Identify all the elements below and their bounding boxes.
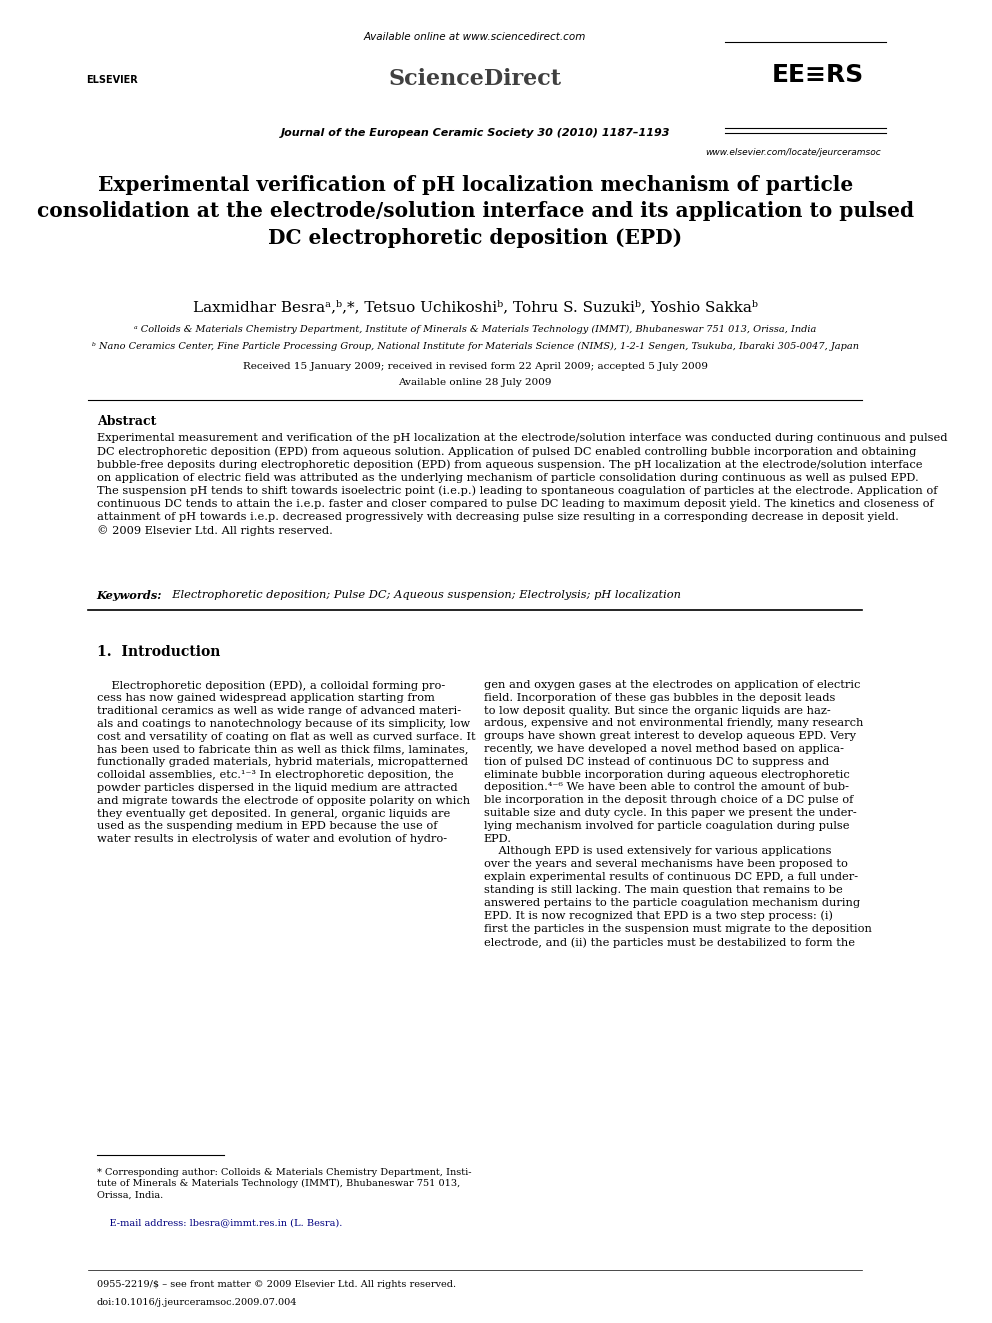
Text: www.elsevier.com/locate/jeurceramsoc: www.elsevier.com/locate/jeurceramsoc [705, 148, 881, 157]
Text: Experimental verification of pH localization mechanism of particle
consolidation: Experimental verification of pH localiza… [37, 175, 914, 247]
Text: ScienceDirect: ScienceDirect [389, 67, 561, 90]
Text: Experimental measurement and verification of the pH localization at the electrod: Experimental measurement and verificatio… [96, 433, 947, 536]
Text: Electrophoretic deposition; Pulse DC; Aqueous suspension; Electrolysis; pH local: Electrophoretic deposition; Pulse DC; Aq… [165, 590, 681, 601]
Text: * Corresponding author: Colloids & Materials Chemistry Department, Insti-
tute o: * Corresponding author: Colloids & Mater… [96, 1168, 471, 1200]
Text: gen and oxygen gases at the electrodes on application of electric
field. Incorpo: gen and oxygen gases at the electrodes o… [484, 680, 872, 947]
Text: ᵇ Nano Ceramics Center, Fine Particle Processing Group, National Institute for M: ᵇ Nano Ceramics Center, Fine Particle Pr… [91, 343, 859, 351]
Text: 1.  Introduction: 1. Introduction [96, 646, 220, 659]
Text: ᵃ Colloids & Materials Chemistry Department, Institute of Minerals & Materials T: ᵃ Colloids & Materials Chemistry Departm… [134, 325, 816, 335]
Text: 0955-2219/$ – see front matter © 2009 Elsevier Ltd. All rights reserved.: 0955-2219/$ – see front matter © 2009 El… [96, 1279, 455, 1289]
Text: Available online 28 July 2009: Available online 28 July 2009 [399, 378, 552, 388]
Text: Received 15 January 2009; received in revised form 22 April 2009; accepted 5 Jul: Received 15 January 2009; received in re… [243, 363, 707, 370]
Text: Keywords:: Keywords: [96, 590, 162, 601]
Text: Electrophoretic deposition (EPD), a colloidal forming pro-
cess has now gained w: Electrophoretic deposition (EPD), a coll… [96, 680, 475, 844]
Text: doi:10.1016/j.jeurceramsoc.2009.07.004: doi:10.1016/j.jeurceramsoc.2009.07.004 [96, 1298, 298, 1307]
Text: ELSEVIER: ELSEVIER [86, 75, 138, 85]
Text: EE≡RS: EE≡RS [772, 64, 864, 87]
Text: Laxmidhar Besraᵃ,ᵇ,*, Tetsuo Uchikoshiᵇ, Tohru S. Suzukiᵇ, Yoshio Sakkaᵇ: Laxmidhar Besraᵃ,ᵇ,*, Tetsuo Uchikoshiᵇ,… [192, 300, 758, 314]
Text: Available online at www.sciencedirect.com: Available online at www.sciencedirect.co… [364, 32, 586, 42]
Text: E-mail address: lbesra@immt.res.in (L. Besra).: E-mail address: lbesra@immt.res.in (L. B… [96, 1218, 342, 1226]
Text: Abstract: Abstract [96, 415, 156, 429]
Text: Journal of the European Ceramic Society 30 (2010) 1187–1193: Journal of the European Ceramic Society … [281, 128, 670, 138]
